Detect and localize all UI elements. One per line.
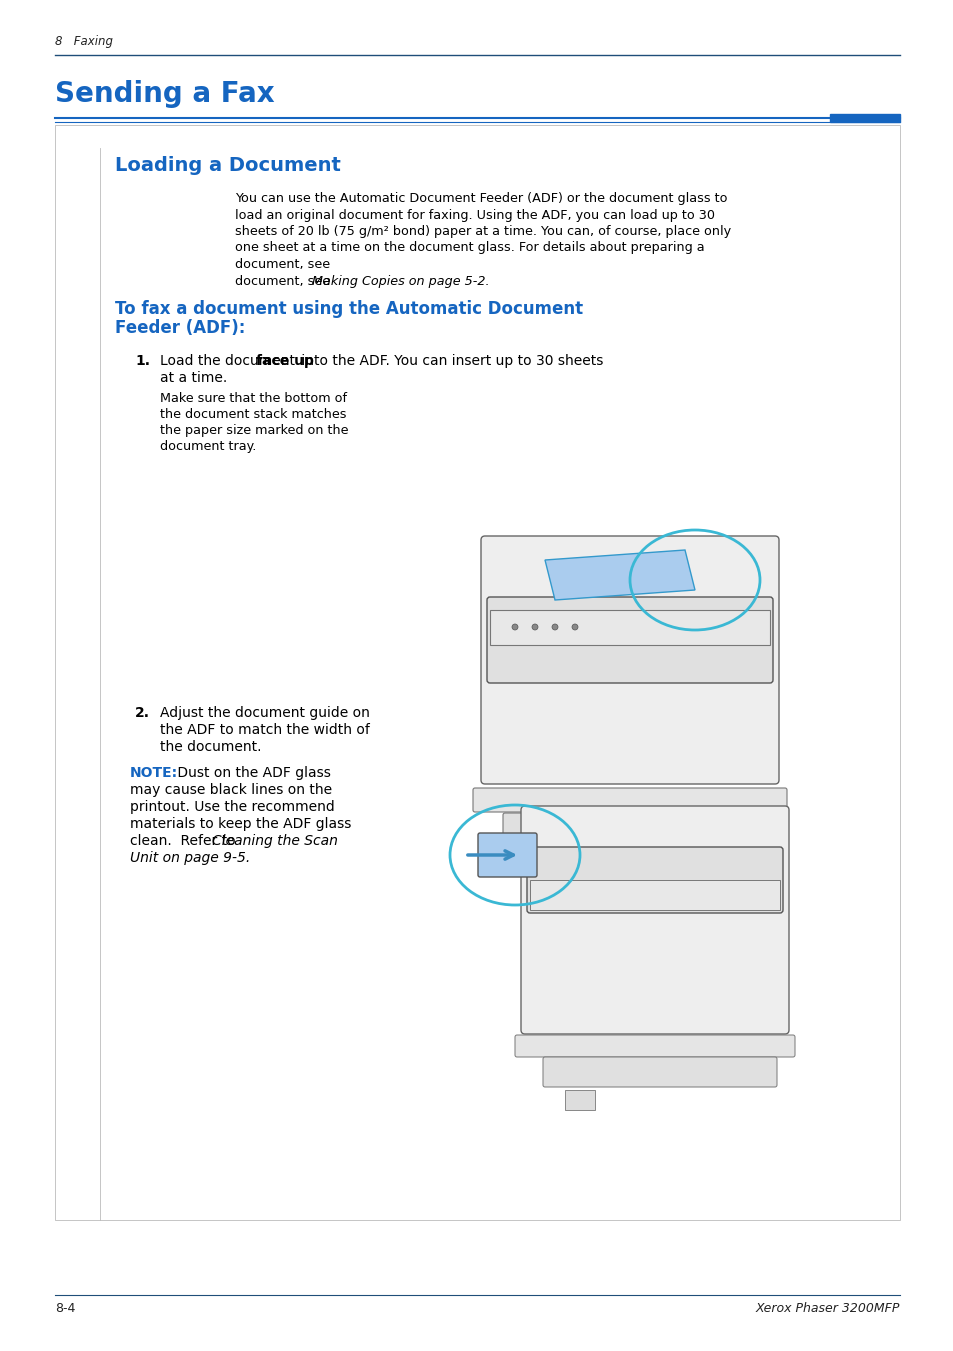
Text: 8   Faxing: 8 Faxing: [55, 35, 112, 49]
Text: the document stack matches: the document stack matches: [160, 408, 346, 422]
Text: Cleaning the Scan: Cleaning the Scan: [212, 834, 337, 848]
Text: Feeder (ADF):: Feeder (ADF):: [115, 319, 245, 336]
Bar: [530, 880, 780, 911]
Text: materials to keep the ADF glass: materials to keep the ADF glass: [130, 817, 351, 831]
Text: Making Copies on page 5-2.: Making Copies on page 5-2.: [312, 274, 489, 288]
FancyBboxPatch shape: [502, 813, 757, 847]
Text: printout. Use the recommend: printout. Use the recommend: [130, 800, 335, 815]
FancyBboxPatch shape: [480, 536, 779, 784]
Text: one sheet at a time on the document glass. For details about preparing a: one sheet at a time on the document glas…: [234, 242, 704, 254]
Bar: [55, 126, 899, 1220]
Bar: [490, 611, 769, 644]
Ellipse shape: [544, 617, 584, 643]
Text: Adjust the document guide on: Adjust the document guide on: [160, 707, 370, 720]
Text: at a time.: at a time.: [160, 372, 227, 385]
Text: Unit on page 9-5.: Unit on page 9-5.: [130, 851, 250, 865]
Text: sheets of 20 lb (75 g/m² bond) paper at a time. You can, of course, place only: sheets of 20 lb (75 g/m² bond) paper at …: [234, 226, 730, 238]
Text: document, see: document, see: [234, 258, 334, 272]
Text: You can use the Automatic Document Feeder (ADF) or the document glass to: You can use the Automatic Document Feede…: [234, 192, 727, 205]
Text: face up: face up: [255, 354, 314, 367]
FancyBboxPatch shape: [477, 834, 537, 877]
Text: document tray.: document tray.: [160, 440, 256, 453]
Bar: [564, 1090, 595, 1111]
Text: 1.: 1.: [135, 354, 150, 367]
Text: Sending a Fax: Sending a Fax: [55, 80, 274, 108]
FancyBboxPatch shape: [473, 788, 786, 812]
Text: Load the document: Load the document: [160, 354, 299, 367]
Text: the paper size marked on the: the paper size marked on the: [160, 424, 348, 436]
Text: into the ADF. You can insert up to 30 sheets: into the ADF. You can insert up to 30 sh…: [296, 354, 602, 367]
Circle shape: [552, 624, 558, 630]
Text: load an original document for faxing. Using the ADF, you can load up to 30: load an original document for faxing. Us…: [234, 208, 714, 222]
Text: clean.  Refer to: clean. Refer to: [130, 834, 240, 848]
Bar: [829, 113, 899, 122]
Text: NOTE:: NOTE:: [130, 766, 178, 780]
Circle shape: [512, 624, 517, 630]
Text: document, see: document, see: [234, 274, 334, 288]
Text: 2.: 2.: [135, 707, 150, 720]
FancyBboxPatch shape: [520, 807, 788, 1034]
Text: may cause black lines on the: may cause black lines on the: [130, 784, 332, 797]
Text: the ADF to match the width of: the ADF to match the width of: [160, 723, 370, 738]
FancyBboxPatch shape: [486, 597, 772, 684]
FancyBboxPatch shape: [526, 847, 782, 913]
Bar: [535, 852, 564, 875]
Text: Dust on the ADF glass: Dust on the ADF glass: [172, 766, 331, 780]
Text: Loading a Document: Loading a Document: [115, 155, 340, 176]
Circle shape: [572, 624, 578, 630]
FancyBboxPatch shape: [542, 1056, 776, 1088]
Polygon shape: [544, 550, 695, 600]
Text: the document.: the document.: [160, 740, 261, 754]
Text: 8-4: 8-4: [55, 1302, 75, 1315]
Text: To fax a document using the Automatic Document: To fax a document using the Automatic Do…: [115, 300, 582, 317]
Text: Make sure that the bottom of: Make sure that the bottom of: [160, 392, 347, 405]
Circle shape: [532, 624, 537, 630]
FancyBboxPatch shape: [515, 1035, 794, 1056]
Text: Xerox Phaser 3200MFP: Xerox Phaser 3200MFP: [755, 1302, 899, 1315]
